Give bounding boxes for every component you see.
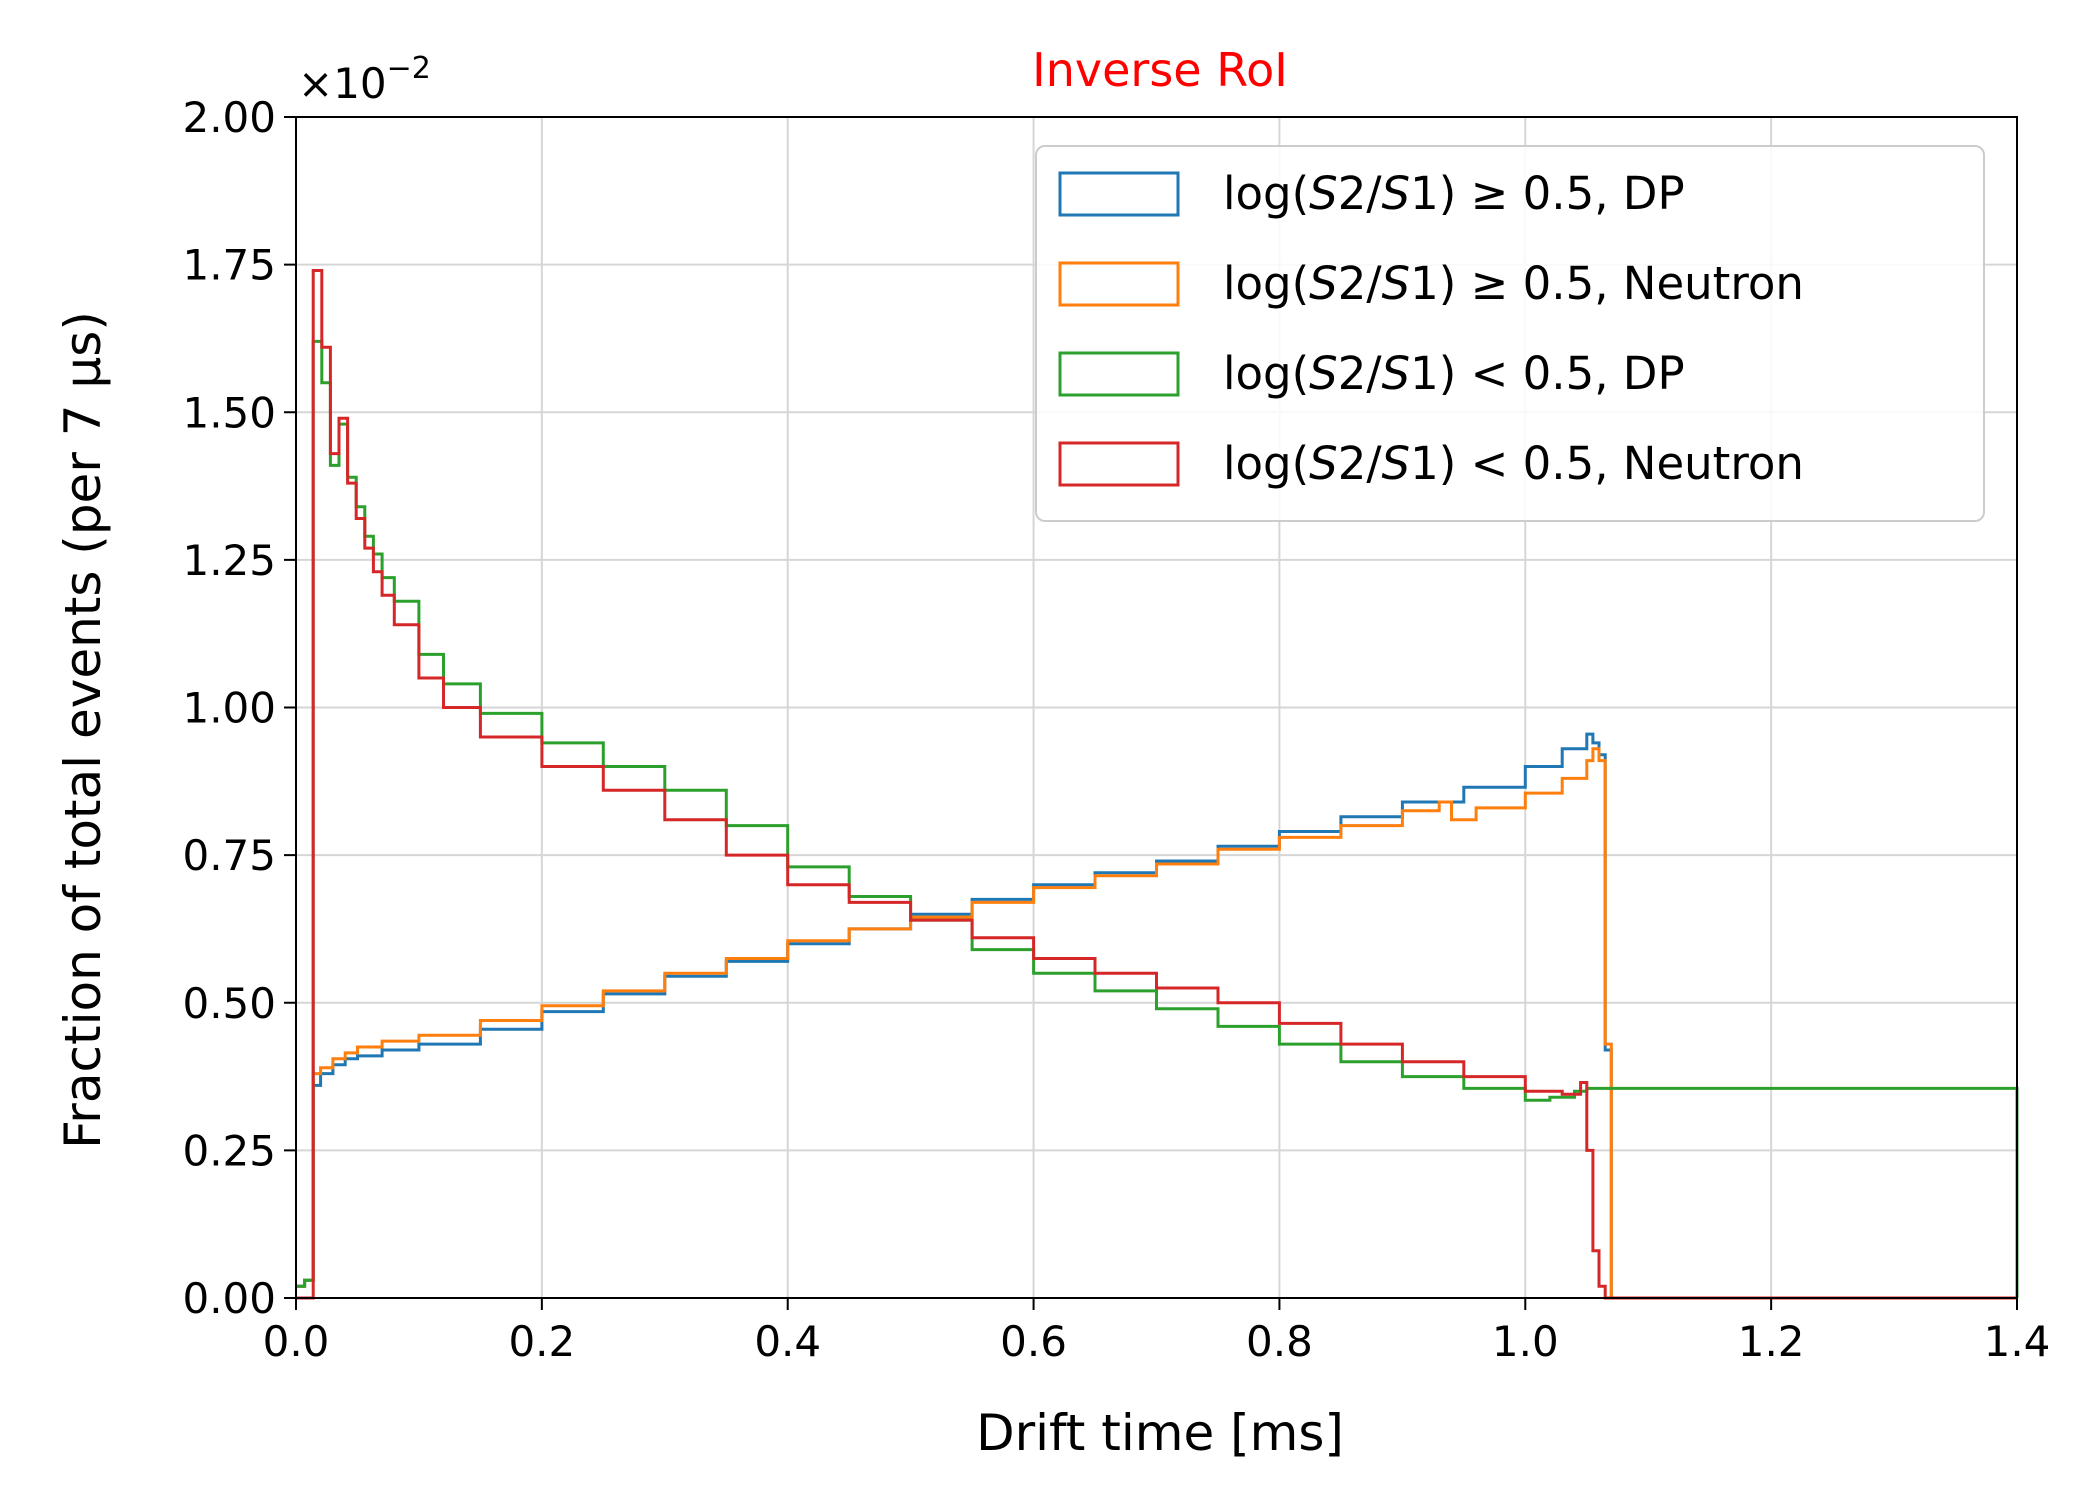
legend-label-part: 2/ — [1338, 257, 1383, 310]
legend-label-part: 1) — [1410, 167, 1471, 220]
y-tick-label: 1.25 — [182, 536, 276, 585]
x-tick-label: 0.0 — [263, 1317, 330, 1366]
x-tick-label: 0.8 — [1246, 1317, 1313, 1366]
legend-label-2: log(S2/S1) ≥ 0.5, Neutron — [1223, 257, 1804, 310]
x-tick-label: 1.2 — [1738, 1317, 1805, 1366]
legend-label-part: 1) — [1410, 257, 1471, 310]
legend-label-part: S — [1382, 437, 1411, 490]
plot-title: Inverse RoI — [1032, 43, 1288, 97]
x-tick-label: 1.0 — [1492, 1317, 1559, 1366]
legend-label-part: S — [1382, 347, 1411, 400]
legend-swatch-3 — [1058, 351, 1180, 397]
legend-swatch-4 — [1058, 441, 1180, 487]
legend-label-part: 2/ — [1338, 437, 1383, 490]
y-tick-label: 1.75 — [182, 241, 276, 290]
x-tick-label: 0.2 — [508, 1317, 575, 1366]
legend-label-1: log(S2/S1) ≥ 0.5, DP — [1223, 167, 1685, 220]
legend-label-part: 2/ — [1338, 347, 1383, 400]
legend-label-3: log(S2/S1) < 0.5, DP — [1223, 347, 1685, 400]
legend-label-part: ≥ — [1471, 257, 1509, 310]
x-tick-label: 0.4 — [754, 1317, 821, 1366]
legend-label-part: 0.5, DP — [1508, 347, 1684, 400]
legend-label-part: 0.5, Neutron — [1508, 437, 1804, 490]
series-line-1 — [296, 732, 2017, 1300]
y-axis-title: Fraction of total events (per 7 μs) — [54, 311, 112, 1149]
legend-label-part: 0.5, DP — [1508, 167, 1684, 220]
series-line-4 — [296, 269, 2017, 1300]
series-line-2 — [296, 747, 2017, 1300]
legend-swatch-1 — [1058, 171, 1180, 217]
x-tick-label: 1.4 — [1984, 1317, 2051, 1366]
legend-label-part: 1) — [1410, 437, 1471, 490]
x-axis-title: Drift time [ms] — [976, 1404, 1344, 1462]
y-tick-label: 2.00 — [182, 93, 276, 142]
legend-label-part: S — [1309, 257, 1338, 310]
series-layer — [296, 269, 2019, 1300]
y-tick-label: 0.75 — [182, 831, 276, 880]
legend-label-part: 2/ — [1338, 167, 1383, 220]
legend-label-part: S — [1309, 347, 1338, 400]
x-tick-label: 0.6 — [1000, 1317, 1067, 1366]
legend-label-part: log( — [1223, 167, 1309, 220]
y-tick-label: 0.00 — [182, 1274, 276, 1323]
legend-label-part: 0.5, Neutron — [1508, 257, 1804, 310]
ticks: 0.0 0.2 0.4 0.6 0.8 1.0 1.2 1.4 0.00 0.25 0.50 0.75… — [182, 93, 2050, 1366]
legend-label-part: < — [1471, 437, 1509, 490]
legend-box — [1035, 145, 1985, 522]
legend-label-part: log( — [1223, 347, 1309, 400]
legend-label-part: S — [1309, 437, 1338, 490]
legend-label-part: log( — [1223, 437, 1309, 490]
legend-label-part: S — [1382, 257, 1411, 310]
legend-label-part: < — [1471, 347, 1509, 400]
legend-label-part: 1) — [1410, 347, 1471, 400]
legend-label-part: S — [1309, 167, 1338, 220]
legend-swatch-2 — [1058, 261, 1180, 307]
y-offset-exponent: −2 — [387, 51, 431, 86]
y-tick-label: 1.50 — [182, 388, 276, 437]
legend-label-part: S — [1382, 167, 1411, 220]
legend-label-part: ≥ — [1471, 167, 1509, 220]
y-tick-label: 1.00 — [182, 684, 276, 733]
legend-label-part: log( — [1223, 257, 1309, 310]
y-offset-label: ×10−2 — [298, 51, 431, 108]
y-offset-base: ×10 — [298, 59, 387, 108]
y-tick-label: 0.50 — [182, 979, 276, 1028]
legend-label-4: log(S2/S1) < 0.5, Neutron — [1223, 437, 1804, 490]
y-tick-label: 0.25 — [182, 1126, 276, 1175]
